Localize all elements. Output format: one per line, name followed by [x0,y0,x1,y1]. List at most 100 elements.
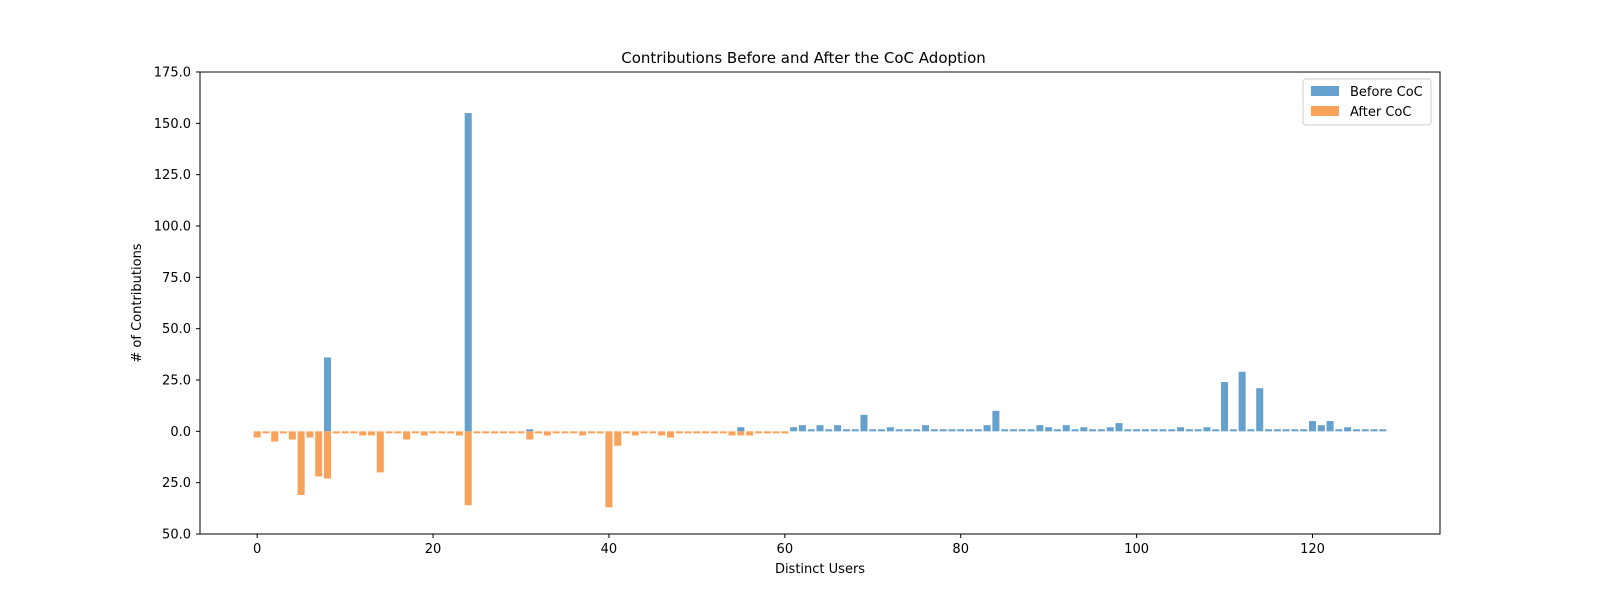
after-coc-bar-46 [658,431,666,436]
before-coc-bar-94 [1080,427,1088,432]
after-coc-bar-29 [508,431,516,434]
after-coc-bar-2 [271,431,279,442]
before-coc-bar-62 [798,425,806,432]
after-coc-bar-1 [262,431,270,434]
after-coc-bar-14 [376,431,384,473]
after-coc-bar-32 [535,431,543,434]
after-coc-bar-3 [280,431,288,434]
before-coc-bar-117 [1282,429,1290,432]
before-coc-bar-61 [790,427,798,432]
before-coc-bar-104 [1168,429,1176,432]
after-coc-bar-58 [763,431,771,434]
after-coc-bar-45 [649,431,657,434]
after-coc-bar-31 [526,431,534,440]
after-coc-bar-0 [253,431,261,438]
after-coc-bar-34 [552,431,560,434]
after-coc-bar-17 [403,431,411,440]
after-coc-bar-15 [385,431,393,434]
after-coc-bar-44 [640,431,648,434]
before-coc-bar-119 [1300,429,1308,432]
after-coc-bars [253,431,789,508]
x-axis-label: Distinct Users [775,562,865,577]
y-tick-label-0: 50.0 [162,528,191,543]
after-coc-bar-42 [623,431,631,434]
before-coc-bar-88 [1027,429,1035,432]
x-tick-label-60: 60 [777,542,794,557]
after-coc-bar-16 [394,431,402,434]
after-coc-bar-52 [710,431,718,434]
before-coc-bar-81 [965,429,974,432]
before-coc-bar-113 [1247,429,1255,432]
after-coc-bar-27 [491,431,499,434]
legend-label-before-coc: Before CoC [1350,85,1423,100]
legend-label-after-coc: After CoC [1350,105,1411,120]
before-coc-bar-82 [974,429,982,432]
legend: Before CoC After CoC [1302,78,1432,126]
x-axis-ticks: 0 20 40 60 80 100 120 [253,534,1325,557]
after-coc-bar-51 [702,431,710,434]
after-coc-bar-11 [350,431,358,434]
after-coc-bar-37 [579,431,587,436]
chart-title: Contributions Before and After the CoC A… [621,49,986,67]
before-coc-bar-69 [860,414,868,432]
after-coc-bar-54 [728,431,736,436]
after-coc-bar-10 [341,431,349,434]
after-coc-bar-36 [570,431,578,434]
plot-frame [199,71,1441,535]
before-coc-bar-73 [895,429,903,432]
after-coc-bar-9 [332,431,340,434]
y-tick-label-6: 100.0 [154,220,191,235]
before-coc-bar-64 [816,425,824,432]
before-coc-bar-85 [1001,429,1009,432]
before-coc-bar-128 [1379,429,1387,432]
before-coc-bar-102 [1150,429,1158,432]
before-coc-bar-125 [1352,429,1360,432]
before-coc-bars [324,113,1387,432]
before-coc-bar-100 [1133,429,1141,432]
before-coc-bar-96 [1097,429,1105,432]
x-tick-label-100: 100 [1124,542,1149,557]
after-coc-bar-48 [675,431,683,434]
after-coc-bar-60 [781,431,789,434]
before-coc-bar-74 [904,429,912,432]
after-coc-bar-38 [587,431,595,434]
before-coc-bar-111 [1229,429,1237,432]
before-coc-bar-99 [1124,429,1132,432]
y-tick-label-3: 25.0 [162,374,191,389]
x-tick-label-40: 40 [601,542,618,557]
before-coc-bar-77 [930,429,938,432]
x-tick-label-0: 0 [253,542,261,557]
before-coc-bar-101 [1141,429,1149,432]
before-coc-bar-123 [1335,429,1343,432]
before-coc-bar-114 [1256,388,1264,432]
y-tick-label-5: 75.0 [162,271,191,286]
after-coc-bar-7 [315,431,323,477]
after-coc-bar-19 [420,431,428,436]
before-coc-bar-110 [1221,382,1229,432]
before-coc-bar-108 [1203,427,1211,432]
after-coc-bar-50 [693,431,701,434]
after-coc-bar-59 [772,431,780,434]
before-coc-bar-72 [886,427,894,432]
after-coc-bar-47 [666,431,675,438]
before-coc-bar-127 [1370,429,1378,432]
before-coc-bar-95 [1089,429,1097,432]
y-axis-ticks: 50.0 25.0 0.0 25.0 50.0 75.0 100.0 125.0 150.0 17… [154,66,200,543]
after-coc-bar-24 [464,431,472,506]
after-coc-bar-20 [429,431,437,434]
after-coc-bar-5 [297,431,305,495]
before-coc-bar-93 [1071,429,1079,432]
before-coc-bar-91 [1053,429,1061,432]
before-coc-bar-122 [1326,421,1334,432]
after-coc-bar-56 [746,431,754,436]
after-coc-bar-13 [367,431,376,436]
after-coc-bar-53 [719,431,727,434]
y-tick-label-1: 25.0 [162,476,191,491]
after-coc-bar-57 [754,431,762,434]
after-coc-bar-4 [288,431,296,440]
before-coc-bar-116 [1273,429,1281,432]
before-coc-bar-124 [1344,427,1352,432]
before-coc-bar-86 [1009,429,1017,432]
before-coc-bar-71 [878,429,886,432]
